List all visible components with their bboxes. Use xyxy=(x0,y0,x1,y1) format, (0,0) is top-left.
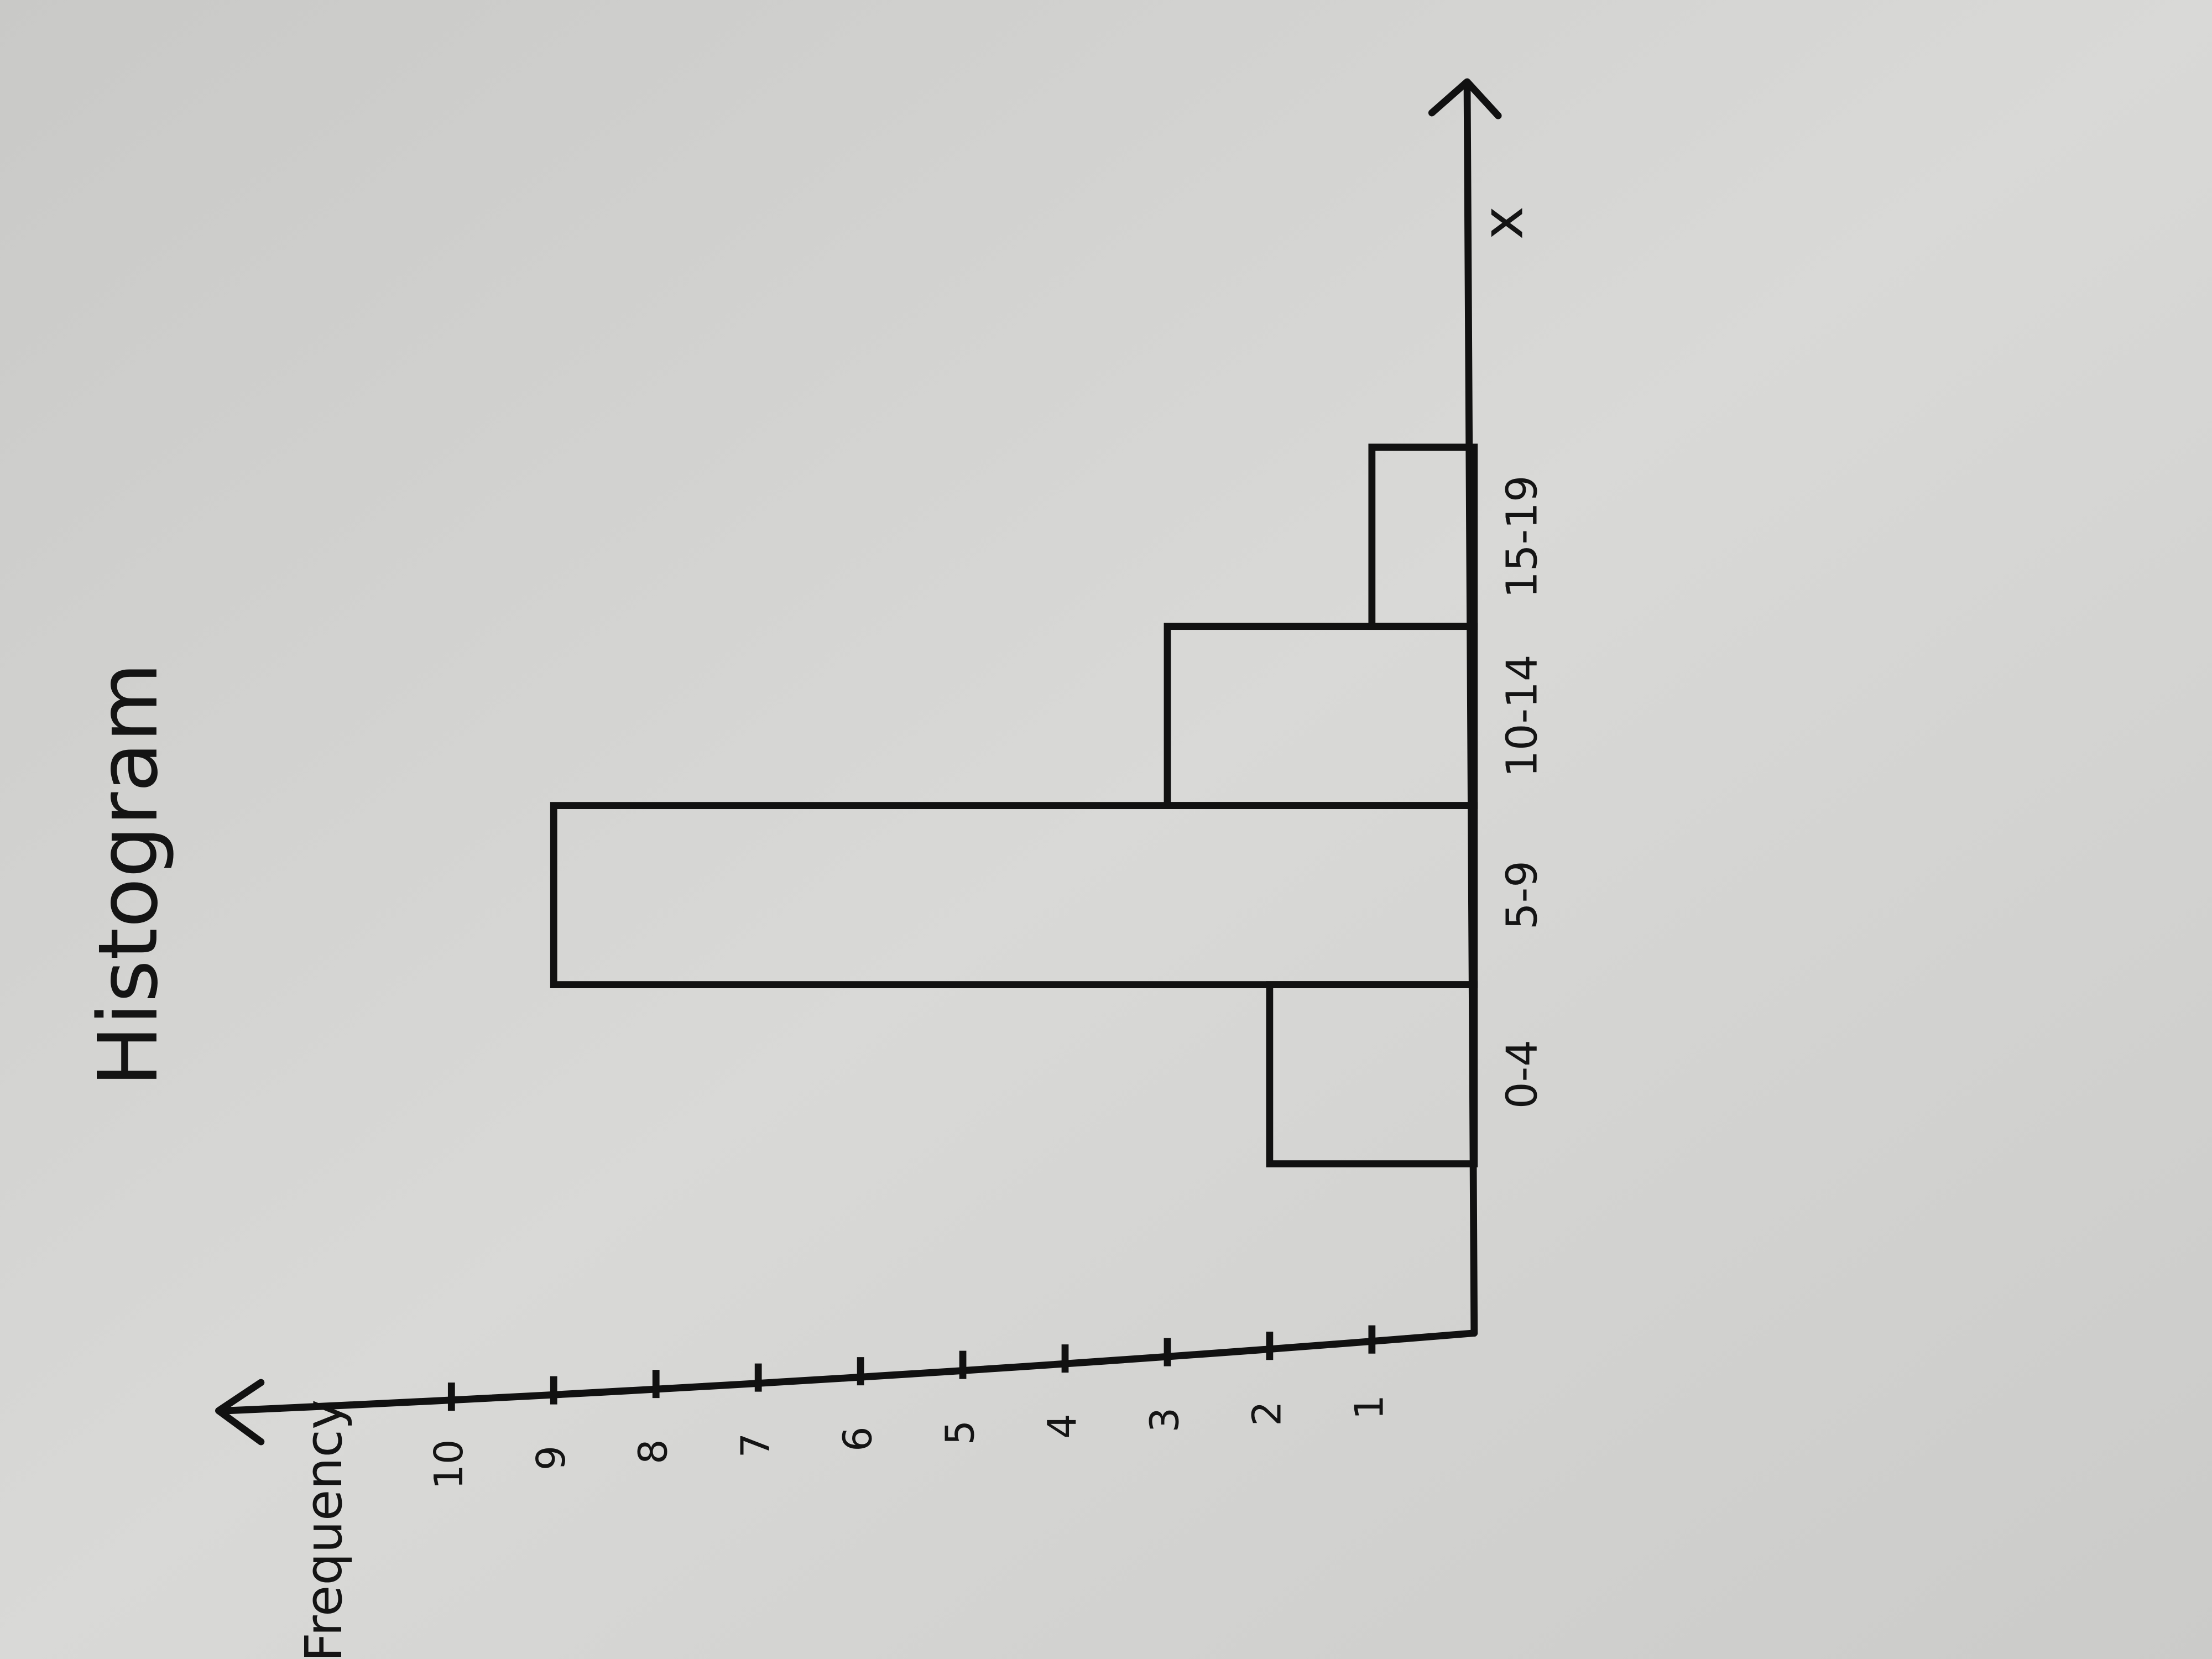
y-axis-arrow xyxy=(215,1379,265,1446)
y-tick-label: 8 xyxy=(630,1439,676,1464)
bar xyxy=(550,802,1478,988)
y-tick-label: 2 xyxy=(1244,1401,1290,1426)
bar xyxy=(1164,623,1478,809)
y-tick-label: 7 xyxy=(733,1433,779,1458)
y-tick-label: 4 xyxy=(1040,1413,1086,1438)
x-tick-label: 10-14 xyxy=(1498,654,1547,777)
plot: Histogram Frequency x 1 2 3 4 5 6 7 8 9 10 0-4 5-9 1… xyxy=(81,78,1547,1659)
x-axis-label: x xyxy=(1470,206,1536,239)
bar xyxy=(1368,444,1478,630)
y-tick-label: 6 xyxy=(835,1426,881,1451)
x-tick-label: 15-19 xyxy=(1498,475,1547,598)
y-tick-label: 10 xyxy=(426,1439,472,1490)
y-tick-label: 1 xyxy=(1346,1395,1392,1420)
x-axis-arrow xyxy=(1428,78,1502,119)
y-axis xyxy=(222,1329,1478,1415)
y-axis-label: Frequency xyxy=(294,1400,353,1659)
x-tick-label: 5-9 xyxy=(1498,860,1547,930)
chart-title: Histogram xyxy=(81,662,176,1087)
y-tick-label: 5 xyxy=(937,1420,983,1445)
y-tick-label: 9 xyxy=(528,1446,574,1470)
y-tick-label: 3 xyxy=(1141,1407,1187,1432)
x-tick-label: 0-4 xyxy=(1498,1040,1547,1109)
